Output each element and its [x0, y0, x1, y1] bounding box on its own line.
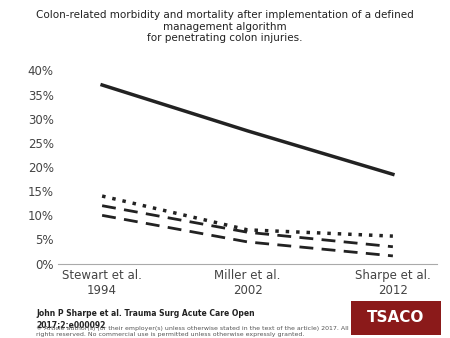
Text: TSACO: TSACO: [367, 310, 425, 325]
Text: Colon-related morbidity and mortality after implementation of a defined manageme: Colon-related morbidity and mortality af…: [36, 10, 414, 43]
Text: © Article author(s) (or their employer(s) unless otherwise stated in the text of: © Article author(s) (or their employer(s…: [36, 325, 349, 337]
Text: John P Sharpe et al. Trauma Surg Acute Care Open
2017;2:e000092: John P Sharpe et al. Trauma Surg Acute C…: [36, 309, 255, 329]
